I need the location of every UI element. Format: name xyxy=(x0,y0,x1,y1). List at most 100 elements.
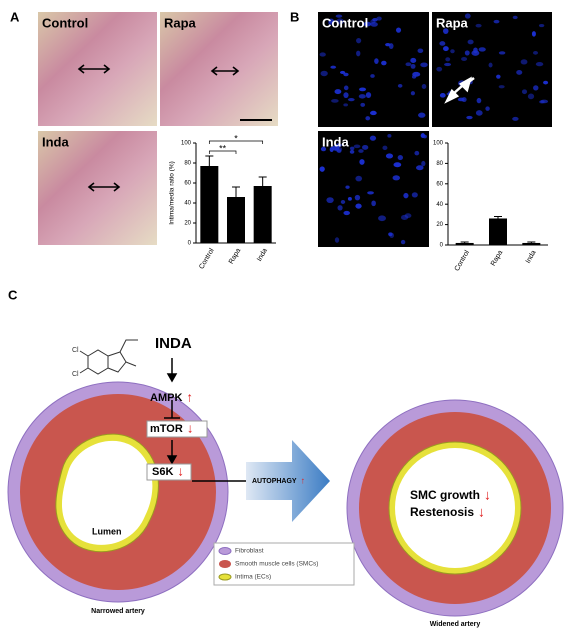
nucleus xyxy=(414,150,420,156)
nucleus xyxy=(365,92,372,98)
bar xyxy=(200,166,219,243)
nucleus xyxy=(535,61,544,67)
nucleus xyxy=(319,166,325,172)
mtor-box xyxy=(146,420,208,438)
outcome-label-arrow: ↓ xyxy=(478,504,485,520)
significance-label: ** xyxy=(219,143,227,153)
nucleus xyxy=(443,46,449,52)
nucleus xyxy=(345,185,350,189)
nucleus xyxy=(476,97,482,104)
nucleus xyxy=(320,146,327,152)
nucleus xyxy=(359,159,365,165)
nucleus xyxy=(365,116,371,121)
autophagy-label: AUTOPHAGY xyxy=(252,478,297,485)
nucleus xyxy=(418,112,426,118)
panel-label: C xyxy=(8,287,18,302)
nucleus xyxy=(369,135,377,141)
nucleus xyxy=(450,49,455,54)
image-label: Rapa xyxy=(164,15,197,30)
significance-bracket xyxy=(208,140,264,144)
nucleus xyxy=(343,92,349,99)
nucleus xyxy=(335,14,343,18)
widened-artery xyxy=(346,399,564,617)
nucleus xyxy=(395,27,402,33)
histology-image xyxy=(160,12,278,126)
pathway-step: S6K xyxy=(152,466,173,478)
legend-icon xyxy=(219,560,231,568)
nucleus xyxy=(410,57,417,64)
error-bar xyxy=(232,186,240,197)
nucleus xyxy=(498,51,506,55)
x-tick-label: Rapa xyxy=(490,249,504,267)
outcome-label: SMC growth xyxy=(410,488,480,502)
nucleus xyxy=(439,93,446,98)
nucleus xyxy=(385,43,391,47)
autophagy-label-arrow: ↑ xyxy=(301,475,306,485)
nucleus xyxy=(372,17,378,22)
nucleus xyxy=(387,134,392,138)
nucleus xyxy=(334,237,340,243)
s6k-box xyxy=(146,463,192,481)
nucleus xyxy=(475,110,483,116)
nucleus xyxy=(397,84,403,88)
compound-label: INDA xyxy=(155,335,192,352)
nucleus xyxy=(488,62,493,68)
pathway-step-arrow: ↓ xyxy=(187,420,194,435)
nucleus xyxy=(543,80,549,85)
fluorescence-image xyxy=(318,12,429,127)
nucleus xyxy=(347,196,352,201)
image-label: Control xyxy=(322,15,368,30)
nucleus xyxy=(461,57,468,62)
x-tick-label: Inda xyxy=(525,249,538,264)
artery-caption: Widened artery xyxy=(430,621,481,628)
nucleus xyxy=(359,87,367,92)
nuclei xyxy=(319,13,549,245)
nucleus xyxy=(512,15,518,20)
fluorescence-image xyxy=(432,12,552,127)
error-bar xyxy=(494,215,502,219)
y-tick-label: 80 xyxy=(184,161,191,167)
nucleus xyxy=(334,89,342,95)
nucleus xyxy=(340,200,346,204)
outcome-label-arrow: ↓ xyxy=(484,487,491,503)
nucleus xyxy=(516,70,523,75)
nucleus xyxy=(378,215,386,222)
x-tick-label: Control xyxy=(454,249,472,272)
nucleus xyxy=(355,175,363,182)
y-tick-label: 20 xyxy=(184,221,191,227)
nucleus xyxy=(410,91,415,96)
y-tick-label: 100 xyxy=(433,141,444,147)
molecule xyxy=(79,339,138,375)
nucleus xyxy=(498,85,505,89)
legend-icon xyxy=(218,547,232,555)
error-bar xyxy=(527,241,536,243)
nucleus xyxy=(349,146,355,151)
nucleus xyxy=(496,74,501,79)
legend-icon xyxy=(218,573,232,581)
image-label: Inda xyxy=(322,134,349,149)
nucleus xyxy=(400,239,406,245)
nucleus xyxy=(478,47,486,52)
nucleus xyxy=(376,16,382,21)
significance-label: * xyxy=(234,133,238,143)
image-label: Rapa xyxy=(436,15,469,30)
nucleus xyxy=(381,60,387,66)
nucleus xyxy=(421,83,427,90)
nucleus xyxy=(400,214,409,220)
legend-label: Intima (ECs) xyxy=(235,574,271,581)
nucleus xyxy=(356,37,362,44)
nucleus xyxy=(330,65,337,69)
atom: Cl xyxy=(72,371,79,378)
nucleus xyxy=(355,203,362,209)
y-tick-label: 100 xyxy=(181,141,192,147)
nucleus xyxy=(362,144,369,150)
outcome-label: Restenosis xyxy=(410,505,474,519)
nucleus xyxy=(358,149,364,153)
atom: Cl xyxy=(72,347,79,354)
nucleus xyxy=(466,115,473,120)
image-label: Inda xyxy=(42,134,69,149)
panel-label: A xyxy=(10,9,20,24)
nucleus xyxy=(444,62,452,67)
y-tick-label: 20 xyxy=(436,222,443,228)
